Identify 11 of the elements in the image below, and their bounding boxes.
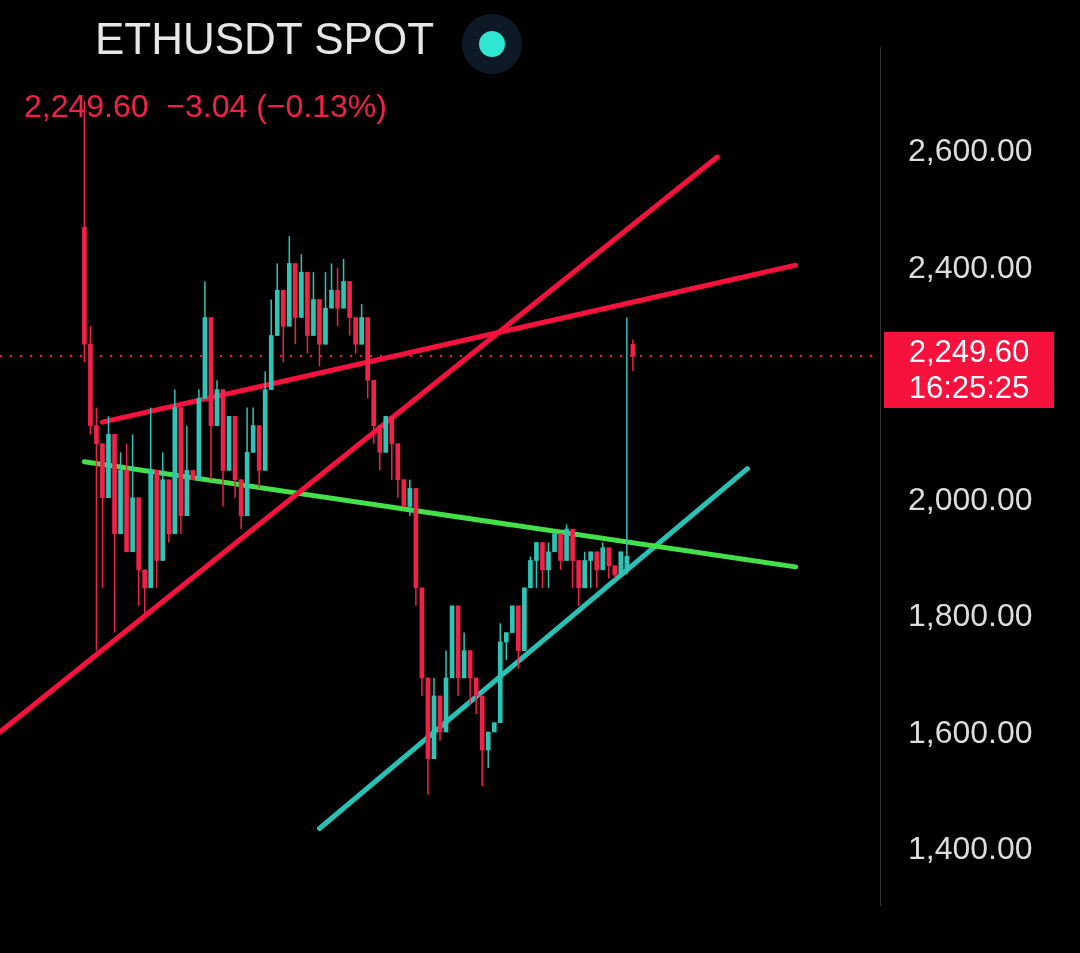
y-tick-label: 1,400.00 [908, 829, 1033, 866]
candlestick [449, 605, 455, 679]
text: 2,249.60 −3.04 (−0.13%) [24, 88, 387, 125]
y-tick-label: 2,600.00 [908, 132, 1033, 169]
y-tick-label: 2,400.00 [908, 248, 1033, 285]
y-tick-label: 2,000.00 [908, 481, 1033, 518]
ref-line-label: 2,249.60 16:25:25 [884, 332, 1054, 409]
candlestick [618, 551, 624, 576]
chart-title: ETHUSDT SPOT [95, 14, 435, 64]
y-tick-label: 1,800.00 [908, 597, 1033, 634]
y-tick-label: 1,600.00 [908, 713, 1033, 750]
